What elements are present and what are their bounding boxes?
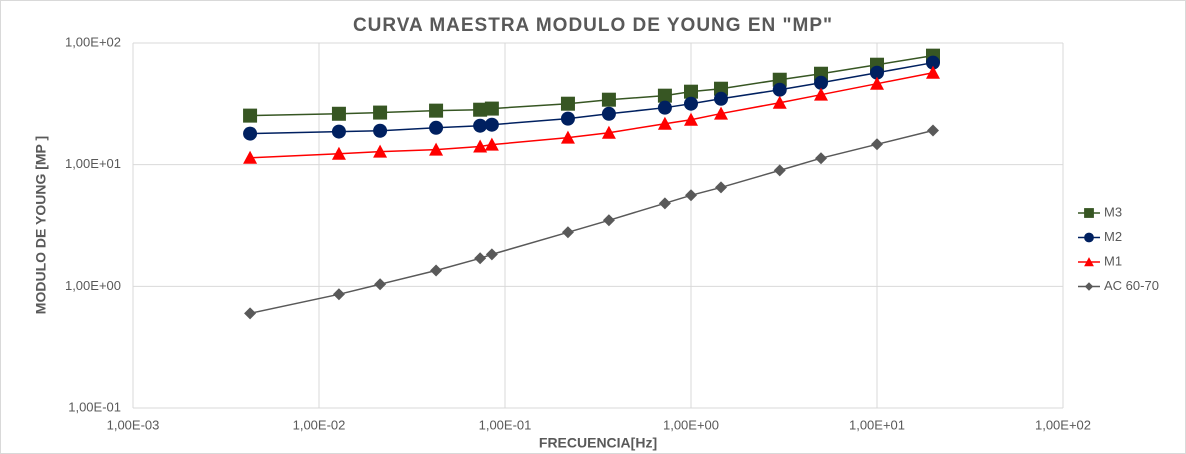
legend-marker [1084,208,1094,218]
marker [560,111,575,126]
marker [244,307,257,320]
x-tick-label: 1,00E+01 [849,417,905,432]
legend-label: M3 [1104,204,1122,219]
x-tick-label: 1,00E-02 [293,417,346,432]
marker [657,116,672,130]
marker [772,82,787,97]
marker [561,226,574,239]
y-axis-label: MODULO DE YOUNG [MP ] [33,136,49,314]
x-axis-label: FRECUENCIA[Hz] [539,435,657,451]
chart-title: CURVA MAESTRA MODULO DE YOUNG EN "MP" [353,15,833,36]
marker [429,103,444,118]
marker [685,189,697,202]
legend-marker [1084,282,1094,291]
marker [814,75,829,90]
y-tick-label: 1,00E+02 [65,34,121,49]
legend-marker [1084,257,1094,267]
y-tick-label: 1,00E-01 [68,399,121,414]
marker [925,65,940,79]
marker [871,138,883,151]
marker [814,87,829,101]
marker [601,125,616,139]
marker [485,248,498,261]
marker [429,142,444,156]
marker [657,100,672,115]
marker [331,124,346,139]
marker [773,164,786,177]
marker [331,106,346,121]
marker [373,105,388,120]
marker [560,130,575,144]
marker [473,139,488,153]
marker [243,150,258,164]
marker [332,288,345,301]
x-tick-label: 1,00E-01 [479,417,532,432]
marker [473,118,488,133]
marker [870,76,884,90]
marker [925,55,940,70]
marker [714,81,729,96]
marker [714,106,729,120]
x-tick-label: 1,00E-03 [107,417,160,432]
marker [658,197,671,210]
legend-label: M2 [1104,229,1122,244]
marker [331,146,346,160]
marker [684,112,698,126]
marker [815,152,828,165]
y-tick-label: 1,00E+00 [65,278,121,293]
marker [602,214,615,227]
marker [373,144,388,158]
marker [243,108,258,123]
marker [473,102,488,117]
legend-marker [1084,232,1094,243]
marker [684,84,698,99]
marker [684,96,698,111]
marker [601,92,616,107]
marker [374,278,387,291]
marker [714,91,729,106]
marker [373,123,388,138]
marker [243,126,258,141]
marker [926,124,939,137]
legend-label: M1 [1104,253,1122,268]
marker [430,264,443,277]
marker [772,95,787,109]
marker [484,101,499,116]
marker [870,65,884,80]
marker [484,117,499,132]
x-tick-label: 1,00E+02 [1035,417,1091,432]
marker [560,96,575,111]
marker [657,88,672,103]
marker [715,181,728,194]
marker [772,72,787,87]
marker [484,137,499,151]
marker [601,106,616,121]
marker [474,252,487,265]
legend-label: AC 60-70 [1104,278,1159,293]
x-tick-label: 1,00E+00 [663,417,719,432]
marker [429,120,444,135]
y-tick-label: 1,00E+01 [65,156,121,171]
